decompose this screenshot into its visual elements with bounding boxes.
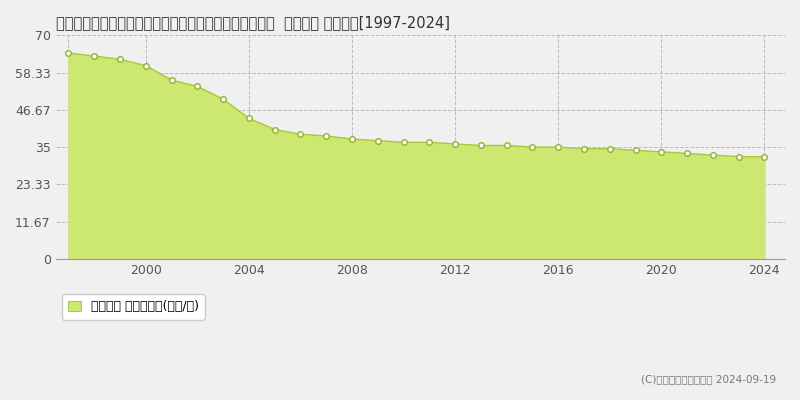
Text: (C)土地価格ドットコム 2024-09-19: (C)土地価格ドットコム 2024-09-19: [641, 374, 776, 384]
Text: 兵庫県神戸市垂水区千代が丘１丁目２２５２番１０９０  基準地価 地価推移[1997-2024]: 兵庫県神戸市垂水区千代が丘１丁目２２５２番１０９０ 基準地価 地価推移[1997…: [56, 15, 450, 30]
Legend: 基準地価 平均坪単価(万円/坪): 基準地価 平均坪単価(万円/坪): [62, 294, 205, 320]
